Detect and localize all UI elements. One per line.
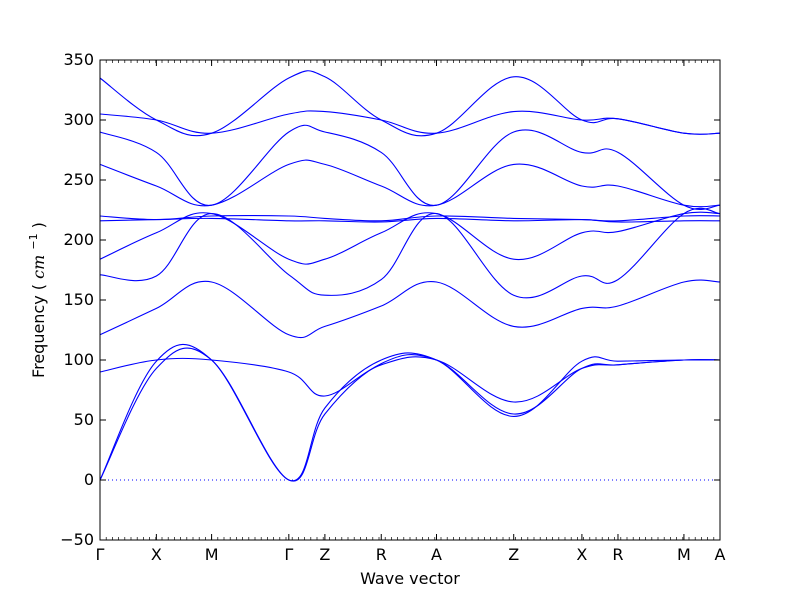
series-line-9 [99, 159, 721, 208]
y-tick-label: 100 [63, 350, 94, 369]
series-layer [99, 70, 721, 482]
x-tick-label: Z [319, 545, 330, 564]
y-axis-label-close-paren: ) [29, 222, 48, 228]
y-tick-label: 250 [63, 170, 94, 189]
series-line-8 [99, 215, 721, 222]
series-line-1 [99, 347, 721, 482]
series-line-12 [99, 70, 721, 137]
series-line-2 [99, 344, 721, 482]
series-line-3 [99, 356, 721, 403]
series-line-7 [99, 217, 721, 223]
y-axis-label-text: Frequency [29, 295, 48, 378]
y-axis-label-unit-exponent: −1 [27, 233, 40, 249]
y-tick-label: −50 [60, 530, 94, 549]
x-tick-label: Γ [284, 545, 293, 564]
x-tick-label: R [612, 545, 623, 564]
x-tick-label: X [576, 545, 587, 564]
y-tick-label: 150 [63, 290, 94, 309]
x-tick-label: Z [508, 545, 519, 564]
x-tick-label: A [431, 545, 442, 564]
series-line-11 [99, 110, 721, 135]
x-tick-label: M [677, 545, 691, 564]
y-tick-label: 0 [84, 470, 94, 489]
x-tick-label: R [376, 545, 387, 564]
y-axis-label-open-paren: ( [29, 284, 48, 290]
y-axis-label: Frequency ( cm −1 ) [22, 222, 48, 378]
x-tick-label: A [715, 545, 726, 564]
x-tick-label: M [205, 545, 219, 564]
y-tick-layer: −50 0 50 100 150 200 250 300 350 [60, 50, 720, 549]
y-tick-label: 50 [74, 410, 94, 429]
x-axis-label: Wave vector [360, 569, 460, 588]
y-tick-label: 300 [63, 110, 94, 129]
y-tick-label: 200 [63, 230, 94, 249]
series-line-6 [99, 211, 721, 265]
series-line-10 [99, 124, 721, 210]
x-tick-label: X [151, 545, 162, 564]
x-tick-label: Γ [96, 545, 105, 564]
y-tick-label: 350 [63, 50, 94, 69]
series-line-4 [99, 279, 721, 339]
y-axis-label-unit: cm [29, 255, 48, 279]
